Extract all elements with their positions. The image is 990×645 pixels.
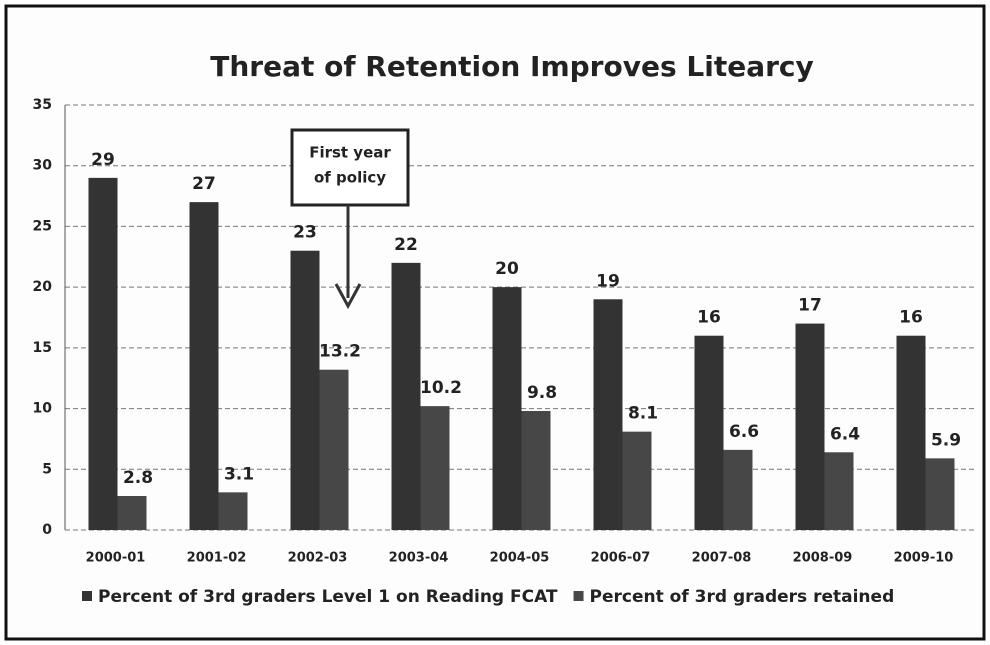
bar — [795, 323, 825, 530]
y-tick-label: 30 — [33, 158, 53, 174]
value-label: 16 — [899, 308, 923, 328]
value-label: 10.2 — [420, 378, 462, 398]
value-label: 16 — [697, 308, 721, 328]
x-tick-label: 2001-02 — [187, 551, 247, 566]
bar — [218, 492, 248, 530]
y-tick-label: 25 — [33, 218, 52, 234]
legend-label: Percent of 3rd graders retained — [590, 587, 895, 607]
annotation-box — [290, 128, 410, 207]
value-label: 22 — [394, 235, 418, 255]
x-tick-label: 2003-04 — [389, 551, 449, 566]
x-tick-label: 2007-08 — [692, 551, 752, 566]
bar — [391, 262, 421, 530]
bar — [290, 250, 320, 530]
x-tick-label: 2002-03 — [288, 551, 348, 566]
bar — [189, 202, 219, 530]
value-label: 27 — [192, 174, 216, 194]
annotation-text: of policy — [314, 169, 386, 187]
value-label: 8.1 — [628, 404, 658, 424]
y-tick-label: 0 — [42, 522, 52, 538]
legend-label: Percent of 3rd graders Level 1 on Readin… — [98, 587, 558, 607]
bar — [117, 496, 147, 530]
y-tick-label: 10 — [33, 401, 53, 417]
bar — [492, 287, 522, 530]
x-tick-label: 2009-10 — [894, 551, 954, 566]
bar — [824, 452, 854, 530]
value-label: 6.4 — [830, 424, 860, 444]
annotation-arrowhead — [334, 283, 362, 310]
legend-swatch — [82, 591, 92, 601]
value-label: 23 — [293, 223, 317, 243]
bar — [88, 177, 118, 530]
annotation-text: First year — [309, 144, 391, 162]
value-label: 9.8 — [527, 383, 557, 403]
value-label: 3.1 — [224, 464, 254, 484]
x-tick-label: 2008-09 — [793, 551, 853, 566]
y-tick-label: 15 — [33, 340, 52, 356]
bar — [521, 411, 551, 530]
value-label: 20 — [495, 259, 519, 279]
x-tick-label: 2006-07 — [591, 551, 651, 566]
y-tick-label: 35 — [33, 97, 52, 113]
bar — [723, 449, 753, 530]
bar — [319, 369, 349, 530]
x-tick-label: 2004-05 — [490, 551, 550, 566]
value-label: 29 — [91, 150, 115, 170]
bar — [896, 335, 926, 530]
chart-title: Threat of Retention Improves Litearcy — [210, 50, 814, 83]
x-tick-label: 2000-01 — [86, 551, 146, 566]
value-label: 17 — [798, 296, 822, 316]
legend-swatch — [573, 591, 584, 601]
value-label: 6.6 — [729, 422, 759, 442]
y-tick-label: 20 — [33, 279, 53, 295]
value-label: 19 — [596, 271, 620, 291]
value-label: 13.2 — [319, 342, 361, 362]
y-tick-label: 5 — [42, 461, 52, 477]
value-label: 2.8 — [123, 468, 153, 488]
bar — [622, 431, 652, 530]
bar — [593, 299, 623, 530]
bar — [925, 458, 955, 530]
value-label: 5.9 — [931, 430, 961, 450]
bar — [420, 406, 450, 530]
bar — [694, 335, 724, 530]
